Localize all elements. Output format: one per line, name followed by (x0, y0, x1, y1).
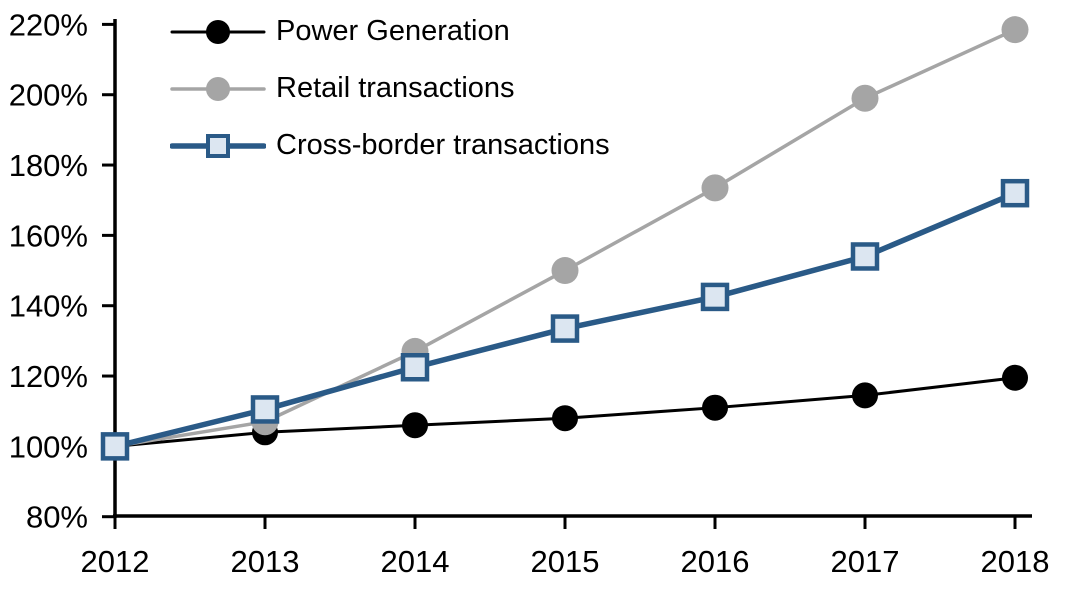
series-marker-retail-transactions (551, 257, 579, 285)
series-marker-power-generation (402, 412, 428, 439)
series-marker-cross-border-transactions (400, 352, 430, 382)
series-marker-power-generation (852, 382, 878, 409)
series-marker-retail-transactions (1001, 16, 1029, 44)
series-power-generation (102, 364, 1028, 460)
y-axis-tick-label: 180% (9, 148, 88, 183)
series-marker-power-generation (552, 405, 578, 432)
legend-marker-retail-transactions (170, 76, 266, 101)
series-marker-power-generation (1002, 364, 1028, 391)
x-axis-tick-label: 2018 (981, 544, 1050, 579)
series-marker-cross-border-transactions (1000, 178, 1030, 208)
series-marker-cross-border-transactions (250, 395, 280, 424)
x-axis-tick-label: 2012 (81, 544, 150, 579)
legend-item-power-generation: Power Generation (170, 3, 610, 60)
legend-marker-power-generation (170, 19, 266, 44)
legend-item-retail-transactions: Retail transactions (170, 60, 610, 117)
series-marker-cross-border-transactions (100, 432, 130, 461)
y-axis-tick-label: 200% (9, 78, 88, 113)
x-axis-tick-label: 2013 (231, 544, 300, 579)
series-marker-retail-transactions (851, 84, 879, 112)
legend-marker-symbol (206, 19, 230, 44)
series-cross-border-transactions (100, 178, 1030, 461)
y-axis-tick-label: 100% (9, 429, 88, 464)
legend-label-power-generation: Power Generation (276, 15, 510, 47)
legend-marker-symbol (206, 76, 230, 101)
legend-item-cross-border-transactions: Cross-border transactions (170, 117, 610, 174)
x-axis-tick-label: 2015 (531, 544, 600, 579)
legend-label-retail-transactions: Retail transactions (276, 72, 515, 104)
legend-marker-symbol (206, 133, 230, 158)
y-axis-tick-label: 160% (9, 218, 88, 253)
x-axis-tick-label: 2016 (681, 544, 750, 579)
legend-marker-cross-border-transactions (170, 133, 266, 158)
y-axis-tick-label: 120% (9, 359, 88, 394)
y-axis-tick-label: 220% (9, 7, 88, 42)
series-marker-cross-border-transactions (700, 282, 730, 312)
y-axis-tick-label: 140% (9, 289, 88, 324)
series-marker-cross-border-transactions (550, 314, 580, 343)
x-axis-tick-label: 2014 (381, 544, 450, 579)
legend: Power Generation Retail transactions Cro… (170, 3, 610, 174)
series-marker-power-generation (702, 394, 728, 421)
x-axis-tick-label: 2017 (831, 544, 900, 579)
legend-label-cross-border-transactions: Cross-border transactions (276, 129, 610, 161)
series-marker-cross-border-transactions (850, 242, 880, 271)
series-marker-retail-transactions (701, 174, 729, 202)
y-axis-tick-label: 80% (26, 500, 88, 535)
